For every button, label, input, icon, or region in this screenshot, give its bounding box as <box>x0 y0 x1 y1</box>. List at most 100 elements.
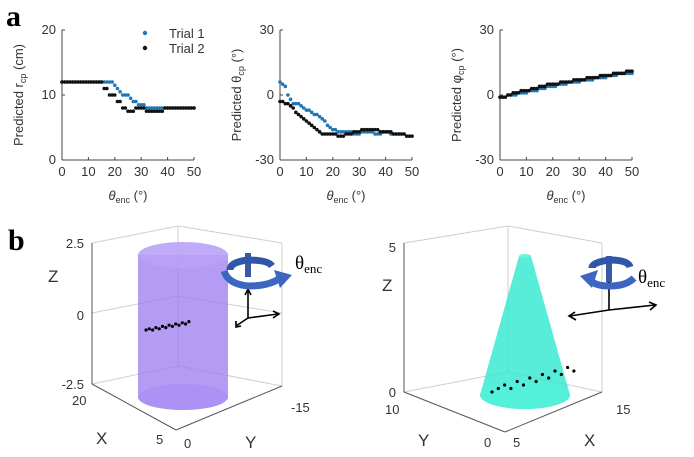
data-point <box>307 121 311 125</box>
data-point <box>516 91 521 95</box>
data-point <box>60 80 64 84</box>
data-point <box>189 106 194 110</box>
trajectory-point <box>157 327 161 331</box>
data-point <box>540 84 545 89</box>
cylinder-shape <box>138 242 228 410</box>
trajectory-point <box>187 320 191 324</box>
y-tick-label: -30 <box>475 152 494 167</box>
data-point <box>527 88 531 93</box>
data-point <box>181 106 186 110</box>
data-point <box>521 88 526 93</box>
data-point <box>580 78 584 82</box>
data-point <box>614 71 618 76</box>
y-tick-label: 0 <box>184 436 191 451</box>
data-point <box>118 99 122 104</box>
data-point <box>107 80 112 84</box>
data-point <box>126 93 130 97</box>
data-point <box>352 130 356 134</box>
data-point <box>323 132 327 136</box>
data-point <box>320 132 325 136</box>
data-point <box>299 104 303 108</box>
y-tick-label: -30 <box>255 152 274 167</box>
series-1 <box>278 80 414 138</box>
data-point <box>286 93 290 97</box>
trajectory-point <box>180 321 184 325</box>
data-point <box>157 106 162 110</box>
trajectory-point <box>151 328 155 332</box>
data-point <box>296 112 301 117</box>
data-point <box>286 101 290 106</box>
data-point <box>399 132 404 136</box>
data-point <box>280 99 285 104</box>
panel-letter-b: b <box>8 224 25 257</box>
data-point <box>120 93 125 97</box>
data-point <box>341 130 346 134</box>
data-point <box>278 99 282 104</box>
data-point <box>128 96 133 101</box>
data-point <box>378 130 383 134</box>
trajectory-point <box>164 326 168 330</box>
rotation-label: θenc <box>295 253 322 276</box>
data-point <box>394 132 398 136</box>
data-point <box>407 134 412 138</box>
data-point <box>296 101 301 106</box>
data-point <box>397 132 401 136</box>
data-point <box>336 134 340 138</box>
z-tick-label: 0 <box>389 385 396 400</box>
data-point <box>291 101 296 106</box>
data-point <box>62 80 67 84</box>
trajectory-point <box>167 323 171 327</box>
series-1 <box>60 80 196 110</box>
data-point <box>155 109 159 114</box>
trajectory-point <box>528 376 532 380</box>
trajectory-point <box>154 326 158 330</box>
x-tick-label: 20 <box>72 393 86 408</box>
cone-shape <box>480 254 570 409</box>
data-point <box>362 127 367 132</box>
data-point <box>107 93 112 97</box>
trajectory-point <box>559 372 563 377</box>
rotation-label: θenc <box>638 267 665 290</box>
data-point <box>365 127 369 132</box>
data-point <box>115 99 120 104</box>
x-tick-label: 10 <box>81 164 95 179</box>
y-tick-label: 30 <box>480 22 494 37</box>
panel-letter-a: a <box>6 0 21 33</box>
data-point <box>94 80 99 84</box>
data-point <box>123 106 128 110</box>
x-tick-label: 0 <box>276 164 283 179</box>
data-point <box>97 80 101 84</box>
series-2 <box>498 69 634 99</box>
trajectory-point <box>553 369 557 373</box>
trajectory-point <box>503 383 507 387</box>
plot-area <box>278 29 414 161</box>
data-point <box>294 110 298 115</box>
data-point <box>543 84 547 89</box>
z-tick-label: 0 <box>77 308 84 323</box>
y-axis-label: Y <box>245 433 256 452</box>
data-point <box>278 80 282 84</box>
data-point <box>192 106 196 110</box>
data-point <box>370 127 375 132</box>
data-point <box>128 109 133 114</box>
data-point <box>78 80 83 84</box>
data-point <box>301 117 306 121</box>
trajectory-point <box>177 323 181 327</box>
data-point <box>81 80 85 84</box>
data-point <box>381 130 385 134</box>
trajectory-point <box>147 327 151 331</box>
data-point <box>83 80 88 84</box>
legend: Trial 1 Trial 2 <box>142 26 205 56</box>
trajectory-point <box>509 386 513 391</box>
data-point <box>333 132 338 136</box>
trajectory-point <box>144 328 148 332</box>
series-1 <box>498 71 634 99</box>
data-point <box>346 132 351 136</box>
coordinate-frame <box>235 287 281 328</box>
x-tick-label: 30 <box>134 164 148 179</box>
data-point <box>312 125 317 130</box>
data-point <box>556 82 560 86</box>
data-point <box>389 130 393 134</box>
